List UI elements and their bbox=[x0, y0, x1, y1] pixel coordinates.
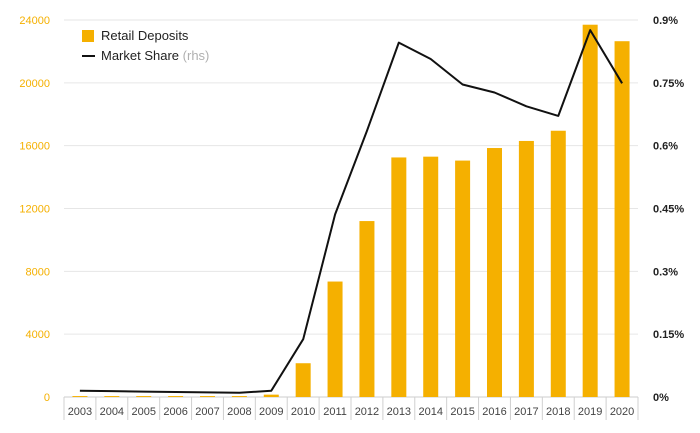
market-share-line bbox=[79, 29, 623, 394]
bar-2019 bbox=[582, 24, 598, 398]
bar-2012 bbox=[359, 221, 375, 397]
bar-2020 bbox=[614, 41, 630, 398]
x-tick-label: 2012 bbox=[355, 406, 379, 418]
legend-market-share-suffix: (rhs) bbox=[183, 48, 210, 63]
legend-label-market-share: Market Share (rhs) bbox=[101, 48, 209, 63]
x-tick-label: 2011 bbox=[323, 406, 347, 418]
x-tick-label: 2016 bbox=[482, 406, 506, 418]
bar-2015 bbox=[455, 160, 471, 397]
bar-2010 bbox=[295, 363, 311, 397]
left-tick-label: 16000 bbox=[19, 141, 50, 153]
right-tick-label: 0.45% bbox=[653, 204, 684, 216]
x-tick-label: 2020 bbox=[610, 406, 634, 418]
retail-deposits-bars bbox=[72, 24, 630, 398]
right-tick-label: 0.3% bbox=[653, 266, 678, 278]
left-axis-ticks: 0 4000 8000 12000 16000 20000 24000 bbox=[19, 15, 50, 404]
x-tick-label: 2014 bbox=[418, 406, 442, 418]
bar-2003 bbox=[72, 396, 88, 397]
x-tick-label: 2013 bbox=[387, 406, 411, 418]
bar-2006 bbox=[168, 396, 184, 397]
legend: Retail Deposits Market Share (rhs) bbox=[82, 28, 209, 63]
right-tick-label: 0% bbox=[653, 392, 669, 404]
x-tick-label: 2010 bbox=[291, 406, 315, 418]
x-tick-label: 2007 bbox=[195, 406, 219, 418]
x-tick-label: 2008 bbox=[227, 406, 251, 418]
bar-2017 bbox=[518, 140, 534, 397]
left-tick-label: 12000 bbox=[19, 204, 50, 216]
bar-2011 bbox=[327, 281, 343, 397]
bar-2016 bbox=[487, 148, 502, 397]
left-tick-label: 20000 bbox=[19, 78, 50, 90]
x-tick-label: 2015 bbox=[450, 406, 474, 418]
right-tick-label: 0.15% bbox=[653, 329, 684, 341]
right-axis-ticks: 0% 0.15% 0.3% 0.45% 0.6% 0.75% 0.9% bbox=[653, 15, 684, 404]
legend-market-share-name: Market Share bbox=[101, 48, 179, 63]
bar-2013 bbox=[391, 157, 407, 397]
x-tick-label: 2017 bbox=[514, 406, 538, 418]
legend-label-retail-deposits: Retail Deposits bbox=[101, 28, 189, 43]
right-tick-label: 0.75% bbox=[653, 78, 684, 90]
left-tick-label: 0 bbox=[44, 392, 50, 404]
legend-swatch-retail-deposits bbox=[82, 30, 94, 42]
x-tick-label: 2005 bbox=[131, 406, 155, 418]
bar-2018 bbox=[550, 130, 566, 397]
bar-2007 bbox=[200, 396, 215, 397]
x-axis: 2003 2004 2005 2006 2007 2008 2009 2010 2011 2012… bbox=[63, 397, 639, 420]
x-tick-label: 2019 bbox=[578, 406, 602, 418]
right-tick-label: 0.6% bbox=[653, 141, 678, 153]
gridlines bbox=[64, 19, 638, 398]
bar-2014 bbox=[423, 156, 439, 397]
bar-2009 bbox=[263, 394, 279, 397]
right-tick-label: 0.9% bbox=[653, 15, 678, 27]
left-tick-label: 4000 bbox=[26, 329, 50, 341]
bar-2004 bbox=[104, 396, 120, 397]
x-tick-label: 2006 bbox=[163, 406, 187, 418]
bar-2005 bbox=[136, 396, 152, 397]
left-tick-label: 24000 bbox=[19, 15, 50, 27]
market-share-line-group bbox=[79, 29, 623, 394]
x-tick-label: 2009 bbox=[259, 406, 283, 418]
x-tick-label: 2004 bbox=[100, 406, 124, 418]
x-tick-label: 2003 bbox=[68, 406, 92, 418]
x-tick-label: 2018 bbox=[546, 406, 570, 418]
bar-2008 bbox=[231, 396, 247, 397]
left-tick-label: 8000 bbox=[26, 266, 50, 278]
